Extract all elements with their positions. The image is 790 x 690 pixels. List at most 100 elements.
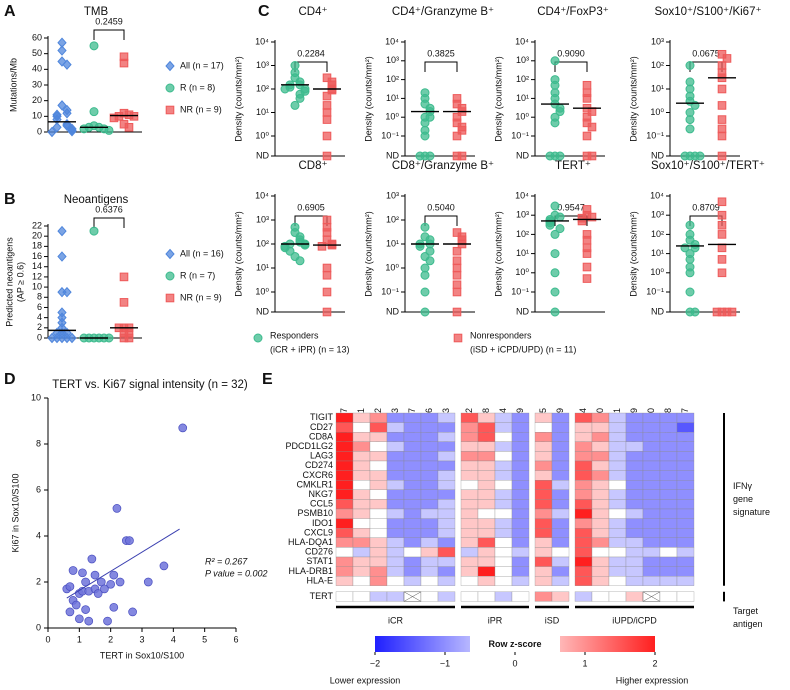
heatmap-cell — [608, 518, 627, 529]
comparison-bracket — [424, 61, 458, 72]
heatmap-cell — [420, 576, 439, 586]
point — [143, 577, 153, 587]
y-tick-label: 20 — [32, 231, 42, 241]
row-label: PDCD1LG2 — [285, 441, 333, 451]
point — [89, 226, 99, 236]
chart-title: TERT⁺ — [555, 160, 591, 172]
heatmap-cell — [676, 441, 695, 452]
chart-title: CD4⁺/FoxP3⁺ — [537, 6, 609, 18]
point — [62, 107, 72, 119]
heatmap-cell — [369, 432, 388, 442]
panel-label: A — [4, 3, 16, 20]
point — [327, 85, 337, 95]
heatmap-cell — [386, 480, 405, 490]
heatmap-cell — [477, 470, 496, 481]
point — [112, 504, 122, 513]
point — [550, 307, 560, 317]
heatmap-cell — [460, 528, 479, 538]
heatmap-cell — [403, 499, 422, 510]
row-label: CD27 — [310, 422, 333, 432]
heatmap-cell — [591, 537, 610, 548]
point — [685, 287, 695, 297]
heatmap-cell — [386, 470, 405, 481]
point — [109, 602, 119, 612]
point — [452, 131, 462, 141]
comparison-bracket — [424, 215, 458, 226]
heatmap-cell — [534, 499, 553, 510]
point — [452, 280, 462, 290]
y-tick-label: 10³ — [651, 210, 664, 220]
heatmap-cell — [534, 432, 553, 442]
y-tick-label: 10⁴ — [650, 190, 664, 200]
chart-title: CD8⁺/Granzyme B⁺ — [392, 160, 494, 172]
y-tick-label: 10⁴ — [385, 36, 399, 46]
heatmap-cell — [477, 460, 496, 471]
point — [290, 100, 300, 110]
heatmap-cell — [591, 480, 610, 490]
y-tick-label: 8 — [37, 292, 42, 302]
y-tick-label: 0 — [36, 622, 41, 632]
point — [717, 268, 727, 278]
heatmap-cell — [625, 441, 644, 452]
heatmap-cell — [625, 422, 644, 433]
heatmap-cell — [460, 412, 479, 423]
heatmap-cell — [608, 441, 627, 452]
heatmap-cell — [574, 537, 593, 548]
heatmap-cell — [477, 518, 496, 529]
y-tick-label: ND — [516, 306, 529, 316]
heatmap-cell — [676, 412, 695, 423]
heatmap-cell — [574, 556, 593, 567]
heatmap-cell — [420, 508, 439, 519]
point — [545, 151, 555, 161]
row-label: HLA-DRB1 — [288, 566, 333, 576]
point — [550, 80, 560, 90]
heatmap-cell — [511, 556, 530, 567]
heatmap-cell — [659, 528, 678, 538]
heatmap-cell — [352, 432, 371, 442]
group-label: iUPD/iCPD — [612, 615, 657, 625]
panel-label: D — [4, 371, 16, 388]
y-tick-label: 2 — [37, 322, 42, 332]
heatmap-cell — [551, 432, 570, 442]
point — [555, 151, 565, 161]
point — [587, 122, 597, 132]
heatmap-cell — [676, 528, 695, 538]
row-label: CD8A — [309, 431, 333, 441]
heatmap-cell — [574, 528, 593, 538]
heatmap-cell — [335, 460, 354, 471]
heatmap-cell — [352, 547, 371, 558]
y-tick-label: 10⁻¹ — [511, 130, 529, 140]
y-tick-label: 10² — [651, 229, 664, 239]
heatmap-cell — [369, 460, 388, 471]
point — [452, 256, 462, 266]
colorbar-tick-label: −1 — [440, 658, 450, 668]
y-tick-label: ND — [651, 306, 664, 316]
point — [717, 124, 727, 134]
heatmap-cell — [477, 441, 496, 452]
heatmap-cell — [420, 556, 439, 567]
heatmap-cell — [403, 537, 422, 548]
y-tick-label: 0 — [37, 332, 42, 342]
point — [555, 212, 565, 222]
y-tick-label: ND — [651, 150, 664, 160]
legend-marker — [253, 333, 263, 343]
heatmap-cell — [420, 460, 439, 471]
point — [550, 268, 560, 278]
heatmap-cell — [659, 508, 678, 519]
heatmap-cell — [403, 412, 422, 423]
point — [322, 228, 332, 237]
heatmap-cell — [335, 518, 354, 529]
heatmap-cell — [460, 591, 479, 602]
heatmap-cell — [625, 537, 644, 548]
heatmap-cell — [460, 470, 479, 481]
point — [685, 254, 695, 264]
heatmap-cell — [352, 566, 371, 577]
heatmap-cell — [574, 441, 593, 452]
p-value: 0.6905 — [297, 202, 325, 212]
heatmap-cell — [574, 432, 593, 442]
heatmap-cell — [608, 499, 627, 510]
heatmap-cell — [591, 412, 610, 423]
heatmap-cell — [625, 576, 644, 586]
y-tick-label: 10⁰ — [515, 112, 529, 122]
x-tick-label: 3 — [139, 634, 144, 644]
